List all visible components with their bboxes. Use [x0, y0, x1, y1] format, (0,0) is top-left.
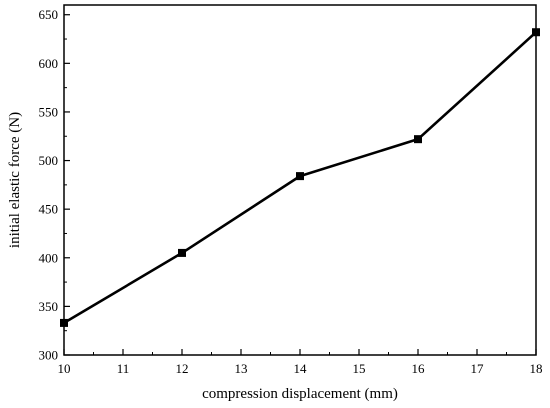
data-point-marker: [414, 135, 422, 144]
y-tick-label: 650: [39, 7, 59, 22]
data-point-marker: [178, 248, 186, 257]
x-tick-label: 14: [294, 361, 308, 376]
x-tick-label: 16: [412, 361, 426, 376]
x-axis-title: compression displacement (mm): [202, 386, 398, 402]
x-tick-label: 13: [235, 361, 248, 376]
y-axis-title: initial elastic force (N): [7, 112, 23, 248]
x-tick-label: 15: [353, 361, 366, 376]
y-tick-label: 600: [39, 56, 59, 71]
data-point-marker: [296, 172, 304, 181]
x-tick-label: 17: [471, 361, 485, 376]
x-tick-label: 18: [530, 361, 543, 376]
y-tick-label: 400: [39, 250, 59, 265]
axis-ticks: [63, 14, 537, 356]
series-layer: [60, 28, 540, 327]
plot-frame: [63, 4, 537, 356]
y-tick-label: 300: [39, 348, 59, 363]
tick-labels: 10 11 12 13 14 15 16 17 18 300 350 400 450 500 550 600 6…: [39, 7, 543, 376]
x-tick-label: 11: [117, 361, 130, 376]
y-tick-label: 350: [39, 299, 59, 314]
y-tick-label: 500: [39, 153, 59, 168]
y-tick-label: 550: [39, 104, 59, 119]
y-tick-label: 450: [39, 202, 59, 217]
x-tick-label: 10: [58, 361, 71, 376]
x-tick-label: 12: [176, 361, 189, 376]
